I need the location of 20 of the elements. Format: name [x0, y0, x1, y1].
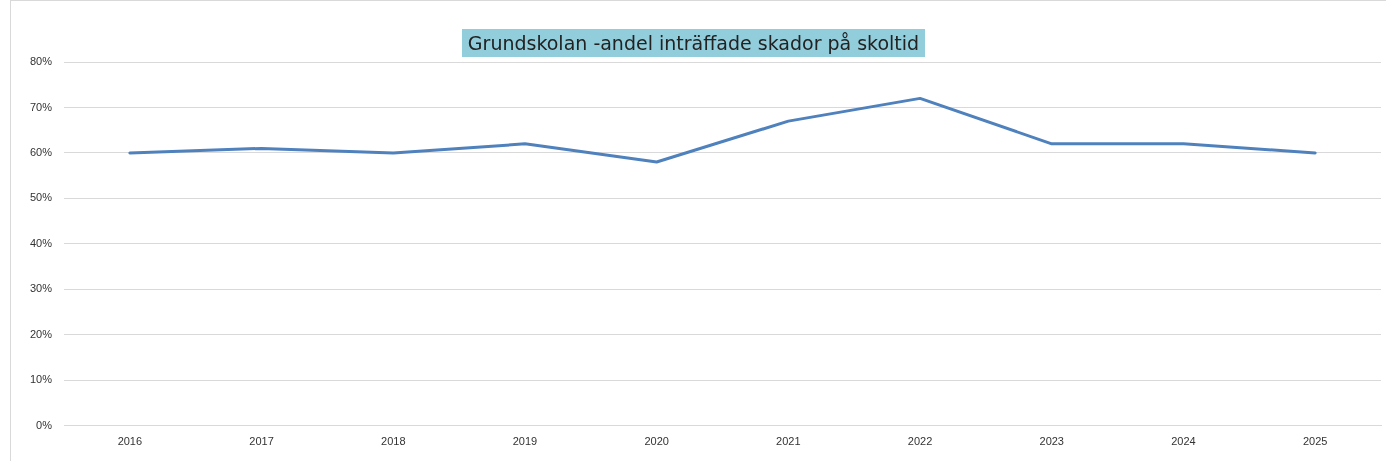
x-tick-label: 2017	[249, 435, 274, 448]
x-tick-label: 2021	[776, 435, 801, 448]
y-tick-label: 60%	[29, 145, 53, 158]
x-tick-label: 2025	[1302, 435, 1328, 448]
y-tick-label: 30%	[29, 282, 53, 295]
y-tick-label: 50%	[29, 191, 53, 204]
y-tick-label: 20%	[29, 327, 53, 340]
y-tick-label: 0%	[36, 418, 53, 431]
x-tick-label: 2018	[381, 435, 406, 448]
y-tick-label: 40%	[29, 236, 53, 249]
x-tick-label: 2020	[644, 435, 669, 448]
y-tick-label: 10%	[29, 373, 53, 386]
x-tick-label: 2024	[1171, 435, 1196, 448]
x-tick-label: 2023	[1039, 435, 1064, 448]
x-tick-label: 2016	[117, 435, 143, 448]
y-tick-label: 70%	[29, 100, 53, 113]
x-tick-label: 2022	[907, 435, 933, 448]
chart-title: Grundskolan -andel inträffade skador på skoltid	[461, 29, 926, 57]
y-tick-label: 80%	[29, 55, 53, 68]
x-tick-label: 2019	[512, 435, 538, 448]
